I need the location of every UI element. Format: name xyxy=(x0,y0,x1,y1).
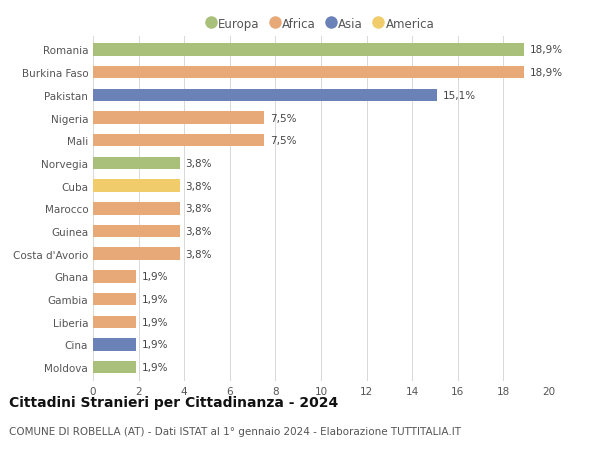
Text: 1,9%: 1,9% xyxy=(142,340,169,350)
Bar xyxy=(93,338,136,351)
Legend: Europa, Africa, Asia, America: Europa, Africa, Asia, America xyxy=(203,13,439,36)
Text: 15,1%: 15,1% xyxy=(443,90,476,101)
Bar xyxy=(93,134,264,147)
Bar xyxy=(93,67,524,79)
Text: 3,8%: 3,8% xyxy=(185,158,212,168)
Bar xyxy=(93,361,136,374)
Bar xyxy=(93,90,437,102)
Text: 7,5%: 7,5% xyxy=(270,113,296,123)
Text: 3,8%: 3,8% xyxy=(185,181,212,191)
Text: 3,8%: 3,8% xyxy=(185,226,212,236)
Text: 18,9%: 18,9% xyxy=(530,68,563,78)
Text: 1,9%: 1,9% xyxy=(142,272,169,282)
Text: 7,5%: 7,5% xyxy=(270,136,296,146)
Bar xyxy=(93,316,136,328)
Bar xyxy=(93,248,179,260)
Bar xyxy=(93,202,179,215)
Bar xyxy=(93,293,136,306)
Text: 1,9%: 1,9% xyxy=(142,294,169,304)
Text: 3,8%: 3,8% xyxy=(185,249,212,259)
Bar xyxy=(93,157,179,170)
Text: 1,9%: 1,9% xyxy=(142,317,169,327)
Bar xyxy=(93,44,524,56)
Bar xyxy=(93,112,264,124)
Text: 1,9%: 1,9% xyxy=(142,363,169,372)
Bar xyxy=(93,270,136,283)
Bar xyxy=(93,180,179,192)
Text: 18,9%: 18,9% xyxy=(530,45,563,55)
Text: COMUNE DI ROBELLA (AT) - Dati ISTAT al 1° gennaio 2024 - Elaborazione TUTTITALIA: COMUNE DI ROBELLA (AT) - Dati ISTAT al 1… xyxy=(9,426,461,436)
Text: Cittadini Stranieri per Cittadinanza - 2024: Cittadini Stranieri per Cittadinanza - 2… xyxy=(9,395,338,409)
Bar xyxy=(93,225,179,238)
Text: 3,8%: 3,8% xyxy=(185,204,212,214)
